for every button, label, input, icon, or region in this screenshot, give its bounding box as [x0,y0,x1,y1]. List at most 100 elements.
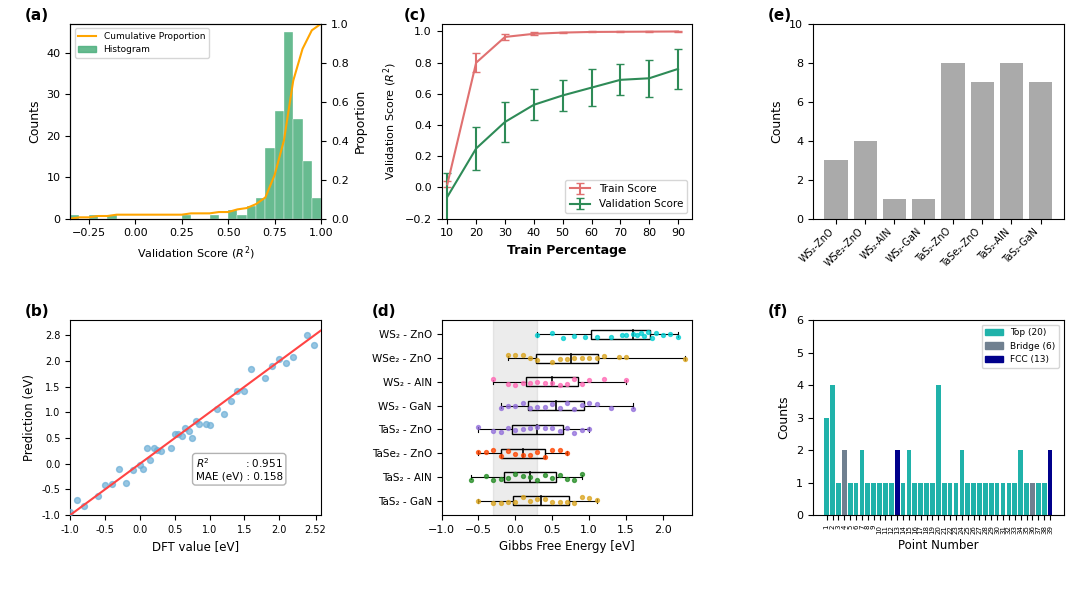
Bar [924,482,929,515]
Point [492,474,510,484]
Text: (b): (b) [25,304,50,319]
Point [306,340,323,350]
Point [271,354,288,363]
Point [485,375,502,384]
Bar [1001,482,1005,515]
Point [558,448,576,458]
Point [551,470,568,480]
Point [543,357,561,366]
Bar [948,482,953,515]
Point [514,471,531,481]
Point [145,443,162,453]
Point [522,497,539,506]
Point [124,466,141,475]
Point [588,496,605,505]
Point [110,464,127,474]
Bar [977,482,982,515]
Point [514,378,531,388]
Point [499,401,516,410]
Point [235,386,253,395]
Point [173,432,190,441]
Point [558,423,576,433]
Bar [930,482,935,515]
Point [558,354,576,363]
Point [537,403,554,412]
X-axis label: Point Number: Point Number [899,539,978,552]
Point [507,449,524,459]
Point [529,448,546,457]
Point [558,474,576,484]
X-axis label: DFT value [eV]: DFT value [eV] [152,540,239,554]
Point [499,350,516,360]
Point [580,424,597,433]
Point [624,404,642,414]
Point [135,465,152,474]
Bar [889,482,893,515]
Bar [936,385,941,515]
Point [492,451,510,461]
Point [543,497,561,507]
Point [543,328,561,337]
Point [132,461,149,470]
Point [555,333,572,343]
Point [152,447,170,456]
Point [522,450,539,459]
Bar [302,160,312,218]
Point [580,398,597,408]
Point [529,402,546,411]
Y-axis label: Counts: Counts [771,99,784,143]
Point [558,379,576,388]
Point [96,480,113,490]
Bar [1007,482,1011,515]
Bar [842,450,847,515]
Point [644,333,661,342]
Bar [274,111,284,218]
Bar [284,32,294,218]
Point [573,469,591,479]
Bar [1018,450,1023,515]
Point [264,362,281,371]
Point [551,380,568,390]
Bar [70,214,80,218]
Point [529,377,546,387]
Bar [966,482,970,515]
Point [201,420,218,430]
Point [278,358,295,368]
Bar [853,482,859,515]
Point [654,330,672,340]
Point [62,507,79,516]
Bar [1048,450,1052,515]
Point [198,419,215,429]
Point [492,403,510,413]
Point [522,379,539,388]
Point [522,472,539,481]
Bar [853,141,877,218]
X-axis label: Train Percentage: Train Percentage [508,244,626,257]
Text: WS₂-AlN: WS₂-AlN [860,227,894,262]
Y-axis label: Validation Score ($R^2$): Validation Score ($R^2$) [381,62,400,180]
Text: TaS₂-AlN: TaS₂-AlN [976,227,1012,262]
Point [566,404,583,414]
Bar [494,320,538,515]
Bar [504,472,556,481]
Point [118,479,135,488]
Y-axis label: Counts: Counts [28,99,41,143]
Bar [872,482,876,515]
Point [558,497,576,507]
Point [676,354,693,363]
Point [537,471,554,480]
Point [180,426,198,436]
Point [507,425,524,435]
Text: TaS₂-GaN: TaS₂-GaN [1002,227,1041,265]
Bar [860,450,864,515]
Point [499,423,516,432]
Point [573,493,591,502]
Point [492,498,510,507]
Point [603,403,620,413]
Point [537,378,554,388]
Point [566,331,583,340]
Bar [1029,82,1052,218]
Bar [971,82,994,218]
Text: (f): (f) [768,304,788,319]
Bar [1030,482,1035,515]
